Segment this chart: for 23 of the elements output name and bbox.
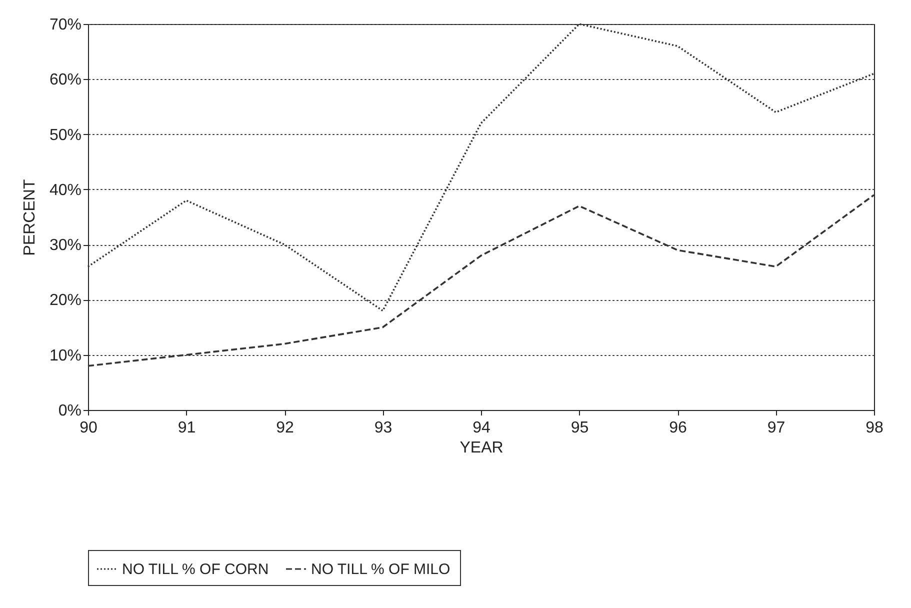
x-tick-label: 94 — [472, 420, 490, 436]
y-tick-label: 20% — [49, 292, 82, 310]
y-tick-label: 70% — [49, 16, 82, 34]
x-tick-label: 93 — [374, 420, 392, 436]
y-tick-label: 30% — [49, 237, 82, 254]
legend-label: NO TILL % OF CORN — [122, 561, 269, 578]
x-tick-label: 95 — [570, 420, 589, 436]
x-tick-label: 98 — [866, 420, 884, 436]
x-axis-title: YEAR — [460, 440, 504, 456]
y-tick-label: 10% — [49, 347, 82, 364]
x-tick-label: 92 — [276, 420, 294, 436]
legend-label: NO TILL % OF MILO — [311, 561, 450, 578]
x-tick-label: 96 — [669, 420, 687, 436]
line-series — [87, 194, 875, 367]
x-tick-label: 90 — [80, 420, 98, 436]
x-tick-label: 97 — [767, 420, 786, 436]
line-series — [87, 23, 875, 312]
y-tick-label: 60% — [49, 72, 82, 89]
y-axis-title: PERCENT — [21, 179, 38, 256]
y-tick-label: 0% — [58, 402, 82, 420]
y-tick-label: 50% — [49, 126, 82, 144]
x-tick-label: 91 — [178, 420, 196, 436]
y-tick-label: 40% — [49, 182, 82, 199]
